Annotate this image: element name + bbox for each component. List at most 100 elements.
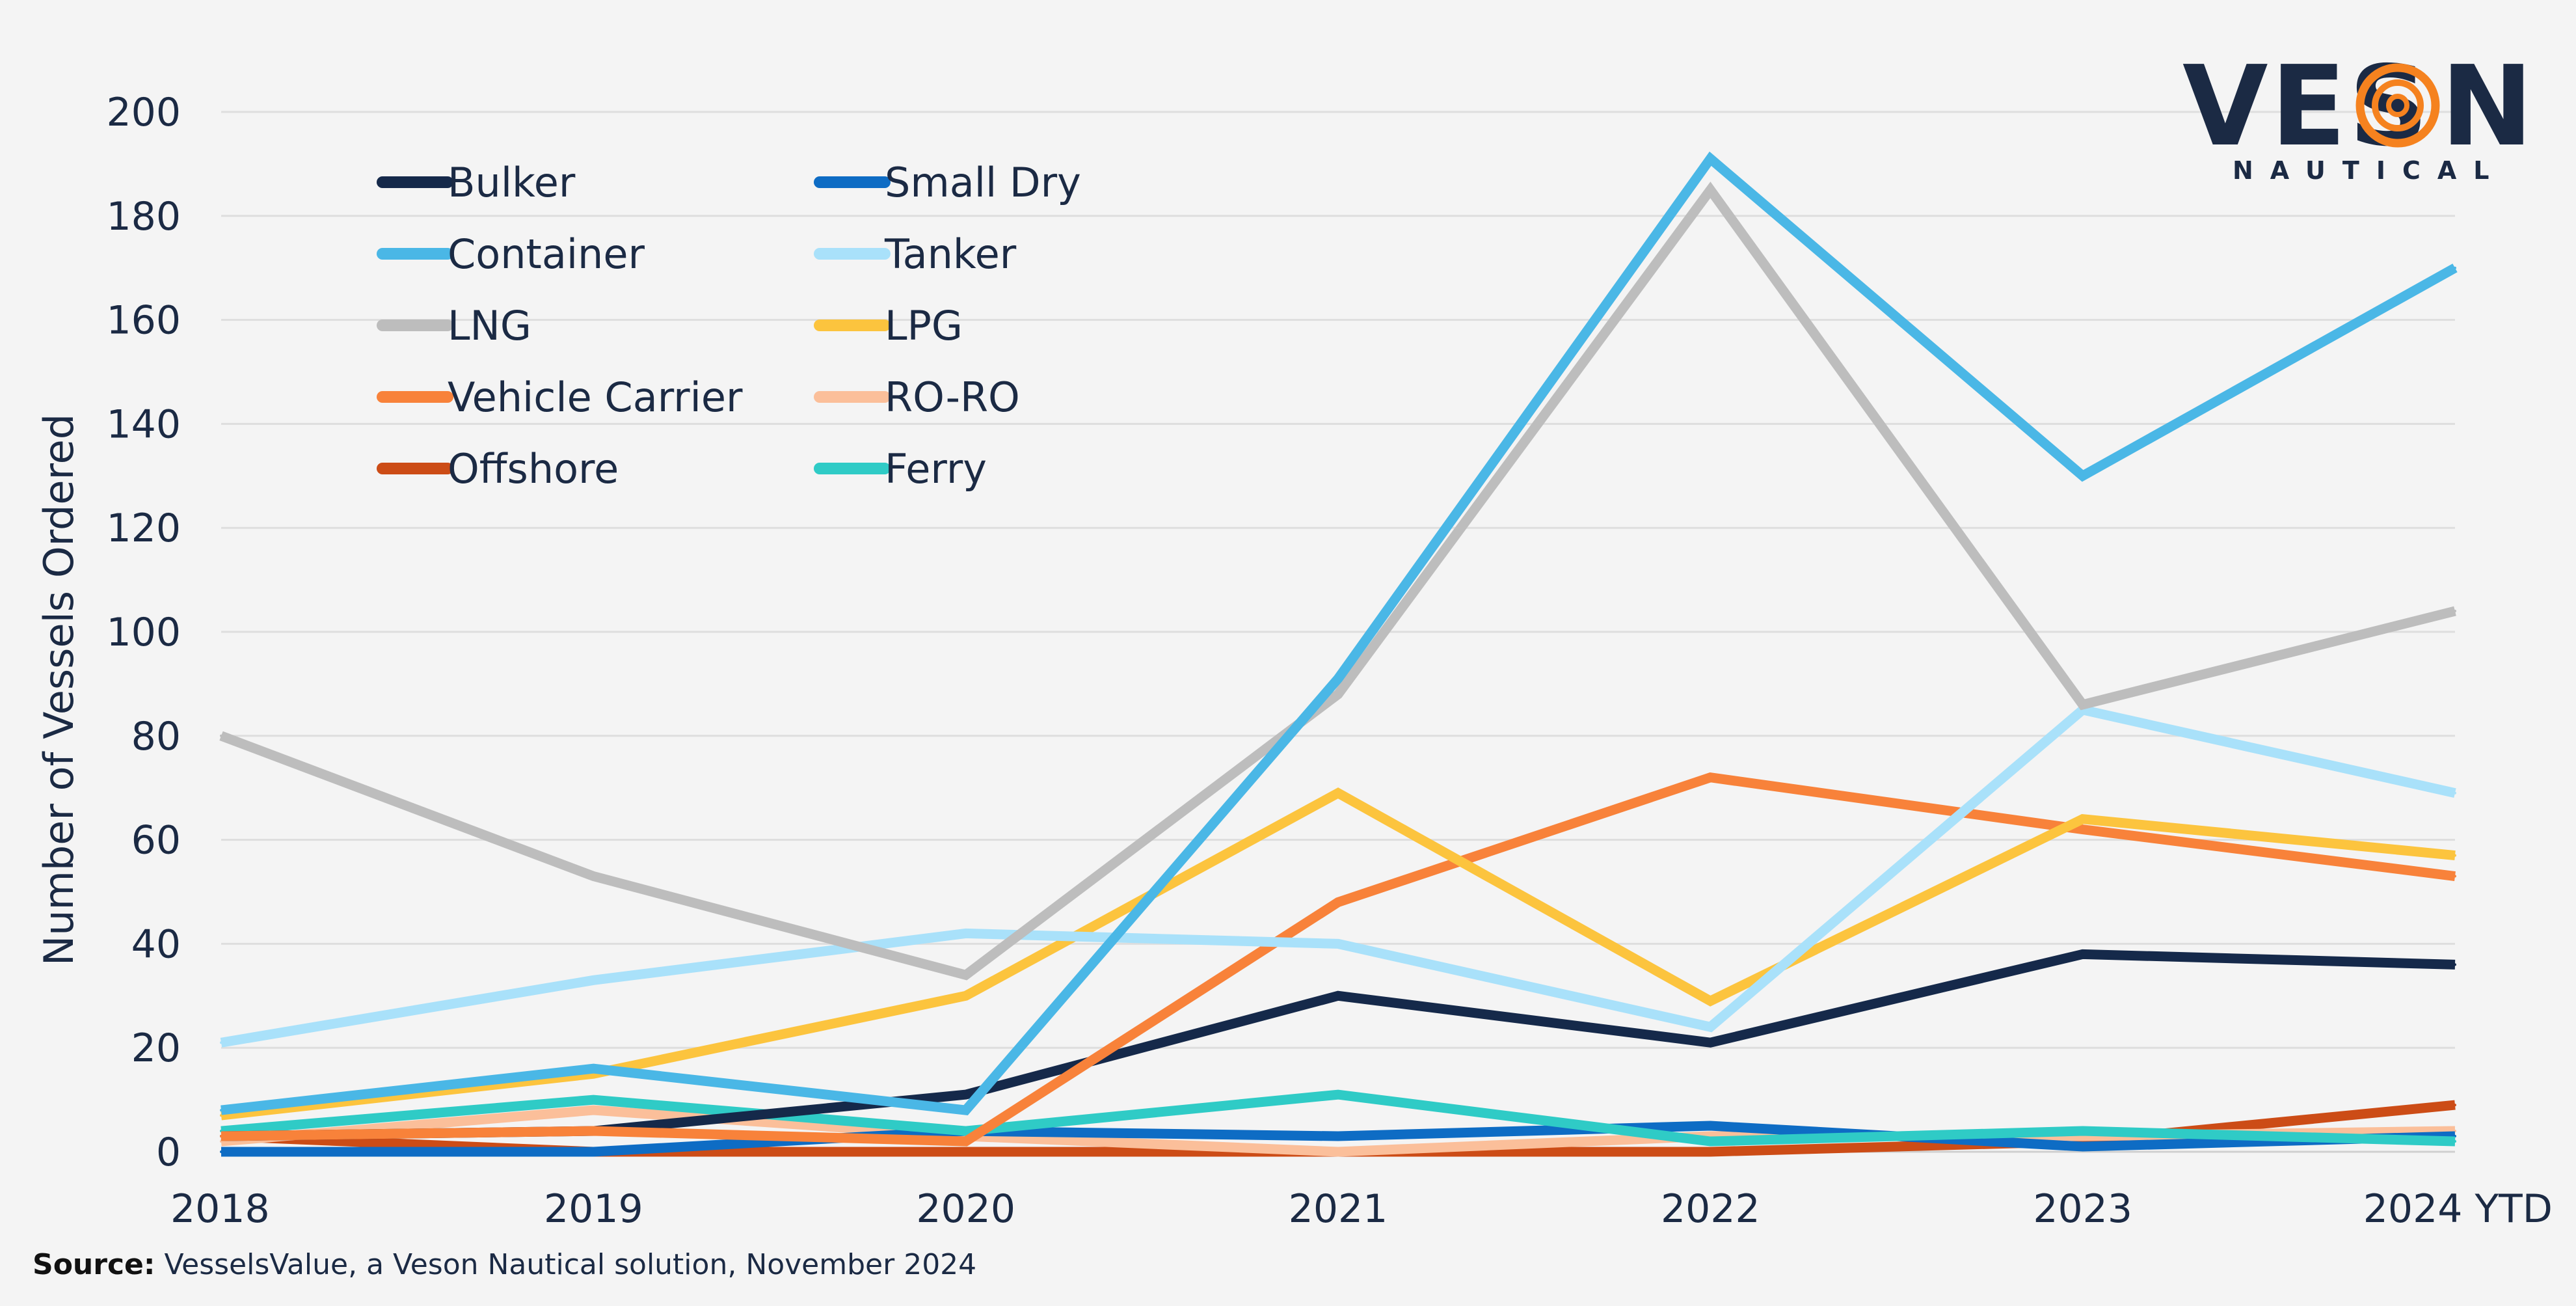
legend-label: RO-RO: [885, 374, 1020, 421]
point-container: [220, 1109, 222, 1112]
point-lng: [964, 973, 967, 977]
point-bulker: [1709, 1041, 1712, 1044]
x-tick-label: 2022: [1661, 1186, 1760, 1232]
point-container: [592, 1067, 595, 1070]
point-small-dry: [220, 1150, 222, 1153]
legend-label: LPG: [885, 302, 963, 349]
x-tick-label: 2021: [1289, 1186, 1388, 1232]
line-lng: [219, 182, 2456, 981]
point-offshore: [2454, 1104, 2456, 1107]
logo-letters-left: VES: [2182, 42, 2431, 171]
y-tick-label: 140: [106, 401, 181, 447]
series-container: [220, 151, 2458, 1115]
point-bulker: [964, 1093, 967, 1096]
point-tanker: [2454, 791, 2456, 795]
logo-letters-right: N: [2441, 42, 2536, 171]
point-lng: [1709, 188, 1712, 191]
point-bulker: [2081, 953, 2084, 956]
legend-item-ro-ro: RO-RO: [814, 374, 1020, 421]
point-tanker: [592, 979, 595, 982]
source-note: Source: VesselsValue, a Veson Nautical s…: [33, 1248, 976, 1281]
point-container: [1337, 677, 1339, 680]
point-bulker: [2454, 963, 2456, 966]
y-tick-label: 60: [131, 818, 181, 864]
legend-item-lng: LNG: [377, 302, 531, 349]
veson-nautical-logo: VES N NAUTICAL: [2182, 42, 2536, 185]
point-tanker: [1709, 1026, 1712, 1029]
point-container: [1709, 157, 1712, 160]
legend-item-bulker: Bulker: [377, 159, 576, 206]
point-offshore: [1709, 1150, 1712, 1153]
series-lines: [219, 151, 2458, 1157]
point-lpg: [1709, 1000, 1712, 1003]
legend-item-lpg: LPG: [814, 302, 963, 349]
point-tanker: [220, 1041, 222, 1044]
legend-item-small-dry: Small Dry: [814, 159, 1081, 206]
y-axis-label: Number of Vessels Ordered: [35, 414, 83, 966]
legend-item-vehicle-carrier: Vehicle Carrier: [377, 374, 743, 421]
logo-ring-icon: [2355, 63, 2440, 148]
y-tick-label: 200: [106, 90, 181, 135]
point-ferry: [2454, 1140, 2456, 1143]
point-small-dry: [1337, 1135, 1339, 1138]
point-offshore: [964, 1150, 967, 1153]
x-tick-label: 2018: [170, 1186, 270, 1232]
point-container: [2081, 474, 2084, 478]
point-vehicle-carrier: [1709, 776, 1712, 779]
point-ferry: [592, 1098, 595, 1102]
legend-item-offshore: Offshore: [377, 445, 619, 493]
point-vehicle-carrier: [2454, 875, 2456, 878]
logo-subtitle: NAUTICAL: [2233, 156, 2506, 185]
point-lng: [592, 875, 595, 878]
x-tick-label: 2023: [2033, 1186, 2132, 1232]
point-lng: [220, 734, 222, 737]
point-lng: [1337, 692, 1339, 696]
point-lpg: [2081, 817, 2084, 821]
y-tick-label: 100: [106, 610, 181, 655]
series-lng: [219, 182, 2456, 981]
legend-label: Bulker: [448, 159, 576, 206]
point-bulker: [1337, 994, 1339, 998]
point-small-dry: [1709, 1124, 1712, 1128]
point-ro-ro: [1337, 1150, 1339, 1153]
y-tick-label: 80: [131, 714, 181, 759]
point-vehicle-carrier: [1337, 901, 1339, 904]
legend-label: Ferry: [885, 445, 987, 493]
series-ferry: [220, 1089, 2456, 1147]
point-vehicle-carrier: [220, 1135, 222, 1138]
point-ro-ro: [592, 1109, 595, 1112]
point-ferry: [1337, 1093, 1339, 1096]
point-ferry: [1709, 1140, 1712, 1143]
point-container: [2454, 266, 2456, 269]
point-small-dry: [592, 1150, 595, 1153]
legend: Bulker Small Dry Container Tanker LNG LPG Vehi…: [377, 159, 1081, 493]
line-container: [221, 151, 2458, 1115]
point-small-dry: [2081, 1145, 2084, 1149]
y-axis-ticks: 0 20 40 60 80 100 120 140 160 180 200: [106, 90, 181, 1175]
point-lpg: [964, 994, 967, 998]
legend-label: Tanker: [884, 230, 1017, 278]
x-axis-ticks: 2018 2019 2020 2021 2022 2023 2024 YTD: [170, 1186, 2553, 1232]
point-vehicle-carrier: [2081, 828, 2084, 831]
legend-label: LNG: [448, 302, 531, 349]
legend-label: Offshore: [448, 445, 619, 493]
point-vehicle-carrier: [592, 1130, 595, 1133]
point-lpg: [2454, 854, 2456, 857]
point-tanker: [1337, 942, 1339, 945]
point-tanker: [964, 932, 967, 935]
y-tick-label: 40: [131, 921, 181, 967]
legend-item-ferry: Ferry: [814, 445, 987, 493]
point-lng: [2454, 610, 2456, 613]
x-tick-label: 2020: [916, 1186, 1015, 1232]
source-label: Source:: [33, 1248, 155, 1281]
x-tick-label: 2024 YTD: [2363, 1186, 2553, 1232]
legend-label: Vehicle Carrier: [448, 374, 743, 421]
point-lng: [2081, 703, 2084, 706]
point-ferry: [964, 1130, 967, 1133]
y-tick-label: 180: [106, 194, 181, 239]
legend-item-tanker: Tanker: [814, 230, 1017, 278]
legend-item-container: Container: [377, 230, 645, 278]
point-ferry: [2081, 1130, 2084, 1133]
point-vehicle-carrier: [964, 1140, 967, 1143]
